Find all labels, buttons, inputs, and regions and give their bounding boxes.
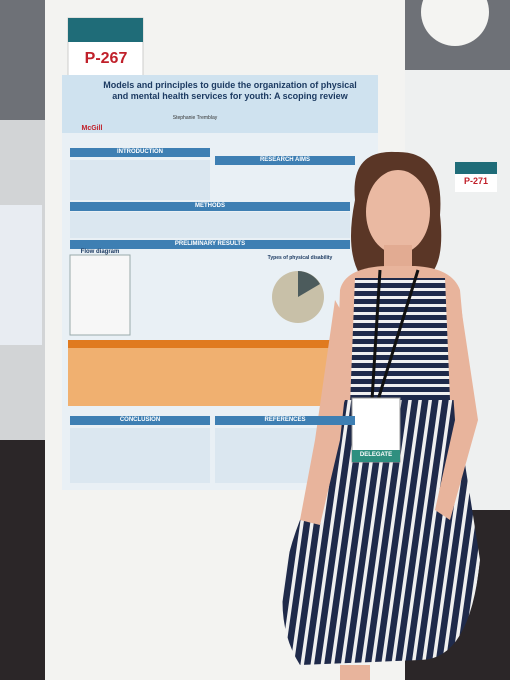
poster-logo: McGill: [81, 125, 103, 132]
section-heading: CONCLUSION: [70, 416, 210, 425]
poster-title: Models and principles to guide the organ…: [103, 80, 357, 101]
light: [421, 0, 489, 46]
right-arm: [435, 300, 478, 520]
section-heading: PRELIMINARY RESULTS: [70, 240, 350, 249]
section-heading: METHODS: [70, 202, 350, 211]
face: [366, 170, 430, 254]
neighbor-number: P-271: [463, 176, 489, 186]
section-heading: INTRODUCTION: [70, 148, 210, 157]
poster-number: P-267: [84, 50, 128, 67]
neighbor-card-header: [455, 162, 497, 174]
flow-title: Flow diagram: [80, 249, 120, 255]
dress-top: [350, 278, 450, 405]
section-heading: RESEARCH AIMS: [215, 156, 355, 165]
badge-band: [352, 450, 400, 462]
poster-header: [62, 75, 378, 133]
lanyard: [370, 269, 420, 401]
table-header: [68, 340, 348, 348]
card-header: [68, 18, 143, 42]
intro-text: [70, 160, 210, 200]
badge-role: DELEGATE: [359, 452, 393, 458]
flow-diagram: [69, 254, 131, 336]
conclusion-text: [70, 428, 210, 483]
side-poster: [0, 205, 42, 345]
poster-author: Stephanie Tremblay: [172, 115, 218, 121]
legs: [340, 665, 370, 680]
results-table: [68, 340, 348, 406]
left-arm: [300, 300, 352, 525]
pie-slice: [298, 271, 320, 297]
section-heading: REFERENCES: [215, 416, 355, 425]
methods-text: [70, 212, 350, 238]
pie-title: Types of physical disability: [267, 255, 333, 261]
